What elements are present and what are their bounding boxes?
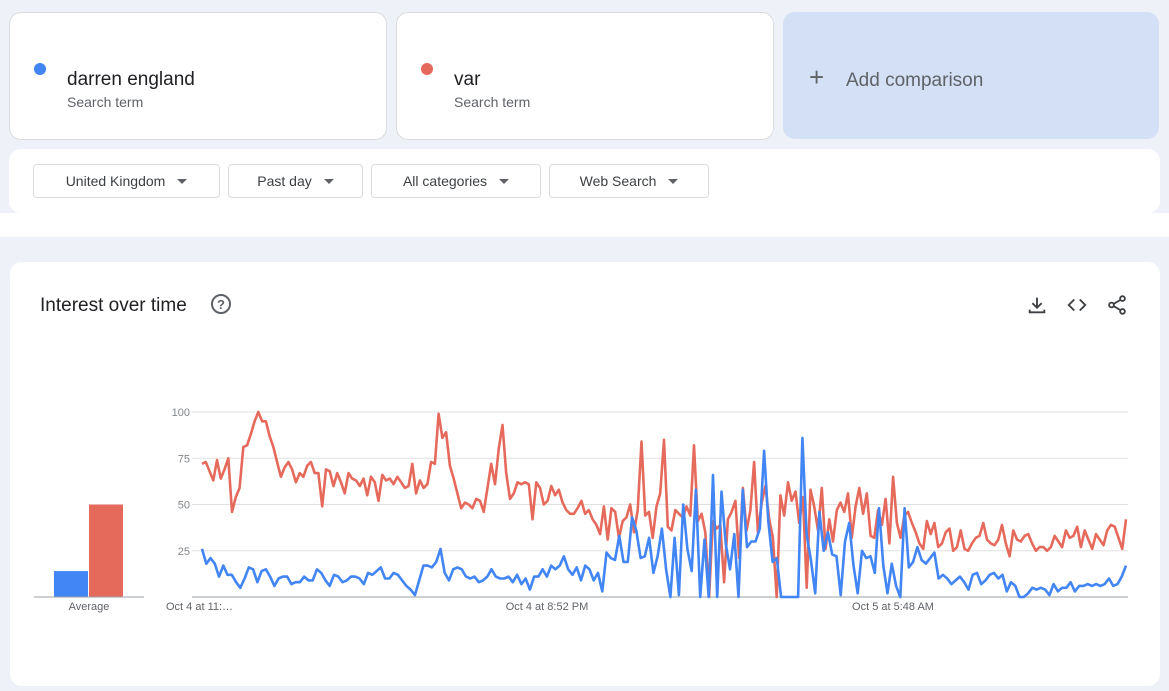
add-comparison-label: Add comparison bbox=[846, 70, 984, 91]
chevron-down-icon bbox=[499, 178, 510, 184]
code-icon[interactable] bbox=[1066, 294, 1088, 316]
term-type: Search term bbox=[67, 94, 144, 110]
x-tick-label: Oct 5 at 5:48 AM bbox=[852, 601, 934, 613]
average-bar-var bbox=[89, 504, 123, 597]
add-comparison-button[interactable]: + Add comparison bbox=[783, 12, 1159, 139]
series-line-var bbox=[201, 410, 1128, 599]
download-icon[interactable] bbox=[1026, 294, 1048, 316]
question-mark-icon[interactable]: ? bbox=[211, 294, 231, 314]
plus-icon: + bbox=[809, 62, 825, 92]
term-card-darren-england[interactable]: darren england Search term bbox=[9, 12, 387, 140]
y-tick-label: 75 bbox=[178, 453, 190, 465]
property-filter[interactable]: Web Search bbox=[549, 164, 709, 198]
chevron-down-icon bbox=[177, 178, 188, 184]
time-filter-label: Past day bbox=[257, 173, 312, 189]
term-card-var[interactable]: var Search term bbox=[396, 12, 774, 140]
filter-bar: United Kingdom Past day All categories W… bbox=[9, 149, 1160, 213]
share-icon[interactable] bbox=[1106, 294, 1128, 316]
region-filter[interactable]: United Kingdom bbox=[33, 164, 220, 198]
region-filter-label: United Kingdom bbox=[65, 173, 166, 189]
property-filter-label: Web Search bbox=[579, 173, 657, 189]
series-color-dot bbox=[421, 63, 433, 75]
category-filter[interactable]: All categories bbox=[371, 164, 541, 198]
term-name: darren england bbox=[67, 69, 195, 90]
y-tick-label: 25 bbox=[178, 546, 190, 558]
series-color-dot bbox=[34, 63, 46, 75]
interest-chart: 25 50 75 100 Oct 4 at 11:… Oct 4 at 8:52 PM Oc… bbox=[34, 407, 1128, 613]
category-filter-label: All categories bbox=[402, 173, 488, 189]
y-tick-label: 100 bbox=[172, 407, 190, 419]
chart-title: Interest over time bbox=[40, 295, 187, 316]
term-type: Search term bbox=[454, 94, 531, 110]
chevron-down-icon bbox=[323, 178, 334, 184]
average-bar-darren-england bbox=[54, 571, 88, 597]
y-tick-label: 50 bbox=[178, 500, 190, 512]
x-tick-label: Oct 4 at 8:52 PM bbox=[506, 601, 589, 613]
time-filter[interactable]: Past day bbox=[228, 164, 363, 198]
section-divider bbox=[0, 213, 1169, 237]
x-tick-label: Oct 4 at 11:… bbox=[166, 601, 233, 613]
interest-over-time-card: Interest over time ? 25 50 75 100 Oct 4 at 1… bbox=[10, 262, 1160, 686]
series-line-darren-england bbox=[200, 436, 1128, 599]
average-label: Average bbox=[69, 601, 110, 613]
term-name: var bbox=[454, 69, 481, 90]
chevron-down-icon bbox=[668, 178, 679, 184]
